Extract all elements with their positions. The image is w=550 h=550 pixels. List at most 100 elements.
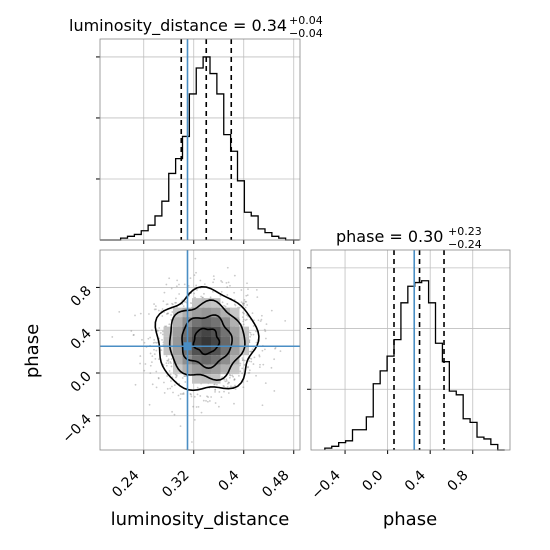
sample-point [241, 367, 244, 370]
sample-point [249, 331, 252, 334]
sample-point [194, 296, 196, 299]
density-cell [211, 307, 221, 318]
sample-point [173, 384, 176, 386]
sample-point [257, 319, 260, 322]
sample-point [195, 284, 198, 287]
sample-point [169, 387, 172, 390]
title-luminosity-distance-minus: −0.04 [289, 27, 323, 40]
sample-point [160, 349, 163, 352]
density-cell [192, 374, 202, 384]
sample-point [170, 380, 172, 382]
sample-point [234, 388, 237, 391]
sample-point [244, 306, 247, 309]
sample-point [163, 381, 165, 384]
sample-point [171, 410, 173, 413]
sample-point [242, 302, 245, 305]
sample-point [155, 349, 158, 352]
sample-point [259, 363, 261, 366]
sample-point [233, 291, 236, 294]
sample-point [189, 277, 192, 280]
hist-phase-xtick-label-2: 0.4 [402, 467, 429, 494]
sample-point [171, 311, 174, 313]
title-phase: phase = 0.30 [336, 227, 443, 246]
sample-point [175, 301, 178, 304]
sample-point [246, 380, 249, 383]
sample-point [223, 378, 226, 381]
sample-point [168, 277, 171, 280]
sample-point [197, 405, 200, 408]
sample-point [165, 364, 168, 367]
sample-point [170, 362, 172, 365]
density-cell [201, 355, 211, 365]
sample-point [250, 333, 253, 336]
sample-point [190, 395, 193, 398]
sample-point [223, 304, 225, 307]
sample-point [190, 393, 192, 396]
sample-point [219, 294, 222, 297]
density-cell [192, 345, 202, 356]
sample-point [242, 320, 245, 323]
title-luminosity-distance-plus: +0.04 [289, 14, 323, 27]
sample-point [233, 378, 236, 381]
sample-point [233, 378, 236, 381]
density-luminosity-distance-phase-xtick-label-0: 0.24 [109, 467, 142, 500]
sample-point [148, 403, 151, 406]
sample-point [224, 380, 227, 383]
hist-luminosity-distance [96, 39, 300, 244]
sample-point [151, 383, 154, 386]
sample-point [172, 391, 174, 394]
density-cell [163, 326, 173, 337]
sample-point [245, 314, 248, 316]
density-luminosity-distance-phase-contour-0 [192, 327, 221, 356]
sample-point [264, 330, 267, 333]
sample-point [246, 282, 248, 285]
sample-point [149, 364, 152, 367]
density-cell [230, 345, 240, 356]
sample-point [279, 350, 282, 353]
sample-point [270, 309, 273, 312]
sample-point [200, 295, 203, 298]
density-luminosity-distance-phase-xtick-label-3: 0.48 [259, 468, 292, 501]
hist-phase: −0.4 0.0 0.4 0.8 [307, 250, 510, 503]
sample-point [143, 369, 146, 372]
density-luminosity-distance-phase-truth-marker [183, 342, 192, 351]
sample-point [156, 329, 159, 332]
sample-point [249, 335, 252, 338]
sample-point [201, 296, 204, 299]
sample-point [165, 303, 168, 306]
sample-point [166, 375, 168, 377]
sample-point [202, 399, 205, 402]
sample-point [251, 348, 254, 351]
sample-point [170, 287, 173, 290]
density-cell [163, 345, 173, 356]
sample-point [240, 301, 243, 304]
sample-point [214, 402, 217, 404]
sample-point [141, 338, 143, 341]
sample-point [243, 359, 246, 362]
sample-point [157, 309, 160, 312]
sample-point [214, 390, 216, 393]
sample-point [254, 330, 257, 333]
sample-point [263, 328, 266, 331]
sample-point [242, 359, 244, 361]
density-cell [163, 336, 173, 346]
sample-point [226, 286, 229, 288]
sample-point [167, 358, 170, 361]
sample-point [170, 365, 173, 368]
sample-point [246, 294, 249, 297]
sample-point [151, 329, 153, 332]
sample-point [223, 385, 226, 388]
sample-point [139, 355, 142, 357]
sample-point [184, 375, 187, 377]
sample-point [265, 323, 268, 325]
density-cell [220, 345, 230, 356]
sample-point [161, 315, 164, 317]
density-cell [211, 317, 221, 327]
density-cell [192, 355, 202, 365]
sample-point [242, 304, 245, 307]
sample-point [177, 394, 180, 397]
sample-point [227, 381, 230, 384]
sample-point [161, 330, 164, 333]
sample-point [241, 359, 244, 362]
